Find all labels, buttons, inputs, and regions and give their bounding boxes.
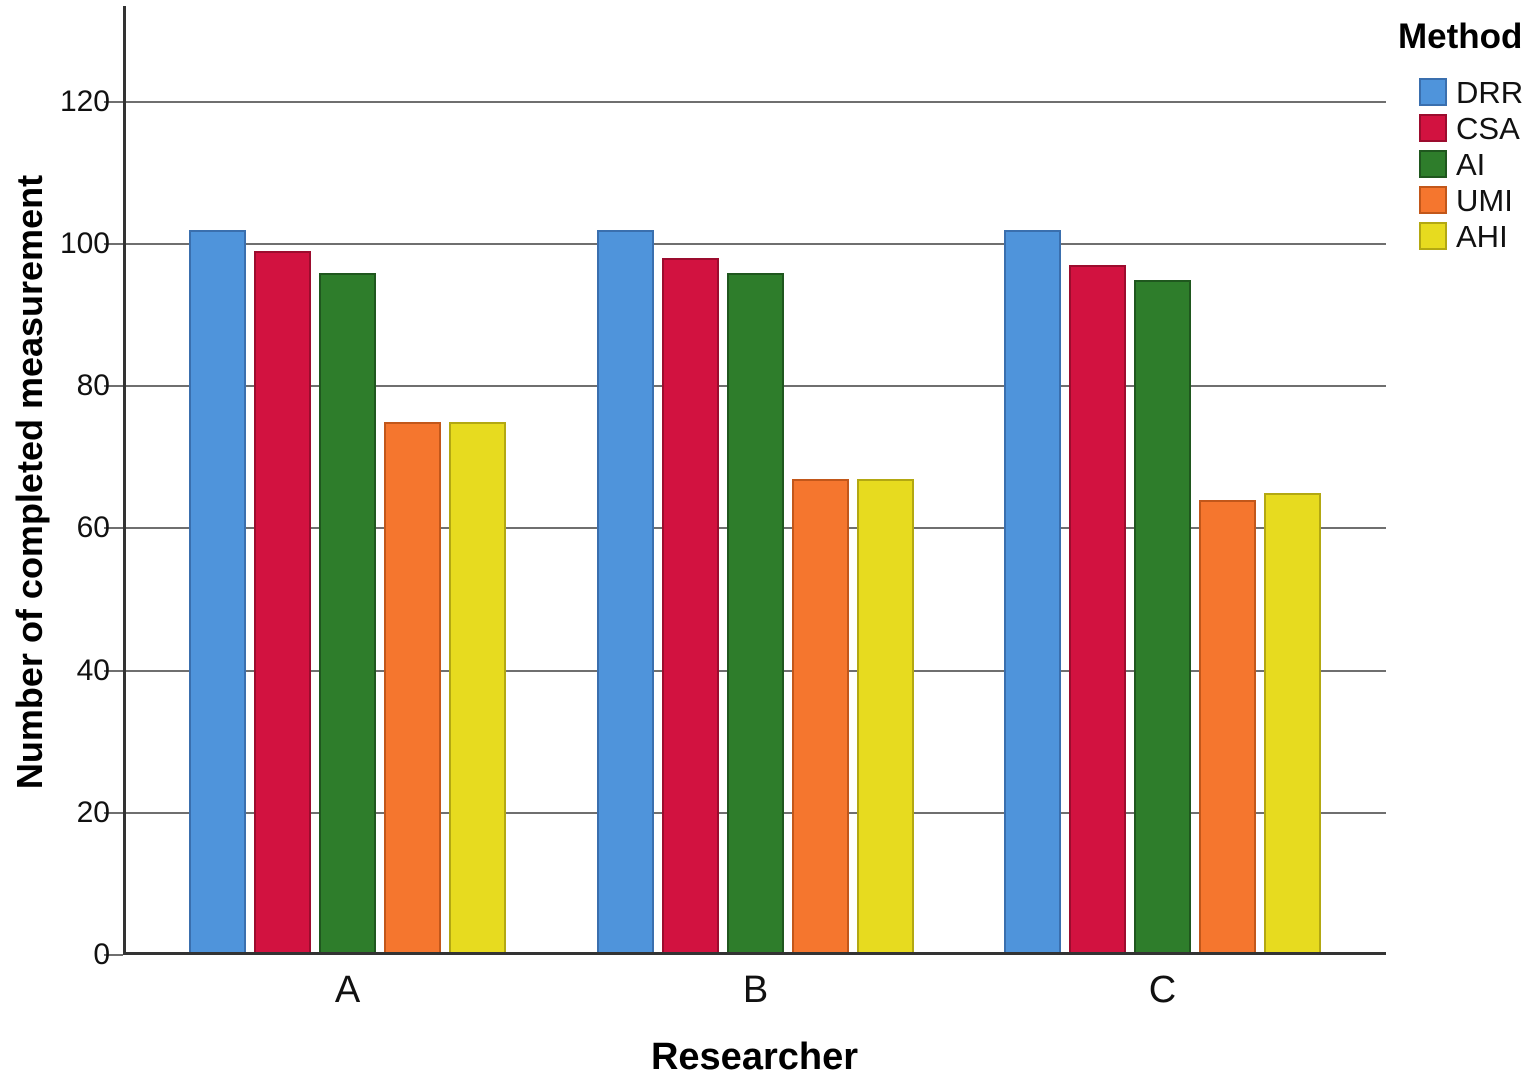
bar-AI-B [727,273,784,955]
legend-title: Method [1398,17,1523,56]
legend-label-CSA: CSA [1456,110,1520,146]
gridline-y-120 [123,101,1386,103]
gridline-y-100 [123,243,1386,245]
legend-label-AI: AI [1456,146,1486,182]
legend-label-AHI: AHI [1456,218,1508,254]
y-tick-label-80: 80 [76,369,110,402]
y-tick-100 [104,243,123,245]
plot-area: 0 20 40 60 80 100 120 A B C [60,6,1386,1011]
bar-UMI-C [1199,500,1256,955]
legend-item-AHI: AHI [1419,218,1523,254]
legend-item-AI: AI [1419,146,1523,182]
y-tick-120 [104,101,123,103]
legend-swatch-AHI [1419,222,1447,250]
legend-items: DRR CSA AI UMI AHI [1398,74,1523,254]
legend-label-DRR: DRR [1456,74,1524,110]
legend-item-UMI: UMI [1419,182,1523,218]
y-tick-label-0: 0 [93,938,110,971]
bar-DRR-A [189,230,246,955]
legend-item-CSA: CSA [1419,110,1523,146]
x-category-label-B: B [742,969,769,1011]
y-axis-title: Number of completed measurement [9,174,50,790]
bar-AHI-A [449,422,506,955]
bar-UMI-A [384,422,441,955]
bar-CSA-A [254,251,311,955]
bar-group-A [189,230,506,955]
y-tick-label-120: 120 [59,85,110,118]
y-tick-20 [104,812,123,814]
legend-swatch-AI [1419,150,1447,178]
bar-AI-A [319,273,376,955]
legend-swatch-DRR [1419,78,1447,106]
bar-UMI-B [792,479,849,955]
x-axis-title: Researcher [650,1036,859,1078]
bar-AI-C [1134,280,1191,955]
bar-CSA-B [662,258,719,955]
bar-AHI-C [1264,493,1321,955]
y-axis-line [123,6,126,955]
legend-swatch-UMI [1419,186,1447,214]
legend-item-DRR: DRR [1419,74,1523,110]
y-tick-40 [104,670,123,672]
x-axis-line [123,952,1386,955]
bar-AHI-B [857,479,914,955]
y-tick-label-20: 20 [76,796,110,829]
x-category-label-A: A [334,969,361,1011]
y-tick-80 [104,385,123,387]
legend-swatch-CSA [1419,114,1447,142]
legend: Method DRR CSA AI UMI AHI [1398,16,1523,254]
bar-group-C [1004,230,1321,955]
bar-DRR-C [1004,230,1061,955]
bar-CSA-C [1069,265,1126,955]
y-tick-label-100: 100 [59,227,110,260]
y-tick-60 [104,527,123,529]
bar-DRR-B [597,230,654,955]
y-tick-label-40: 40 [76,654,110,687]
bar-group-B [597,230,914,955]
legend-label-UMI: UMI [1456,182,1513,218]
y-tick-label-60: 60 [76,511,110,544]
y-tick-0 [104,954,123,956]
x-category-label-C: C [1148,969,1177,1011]
